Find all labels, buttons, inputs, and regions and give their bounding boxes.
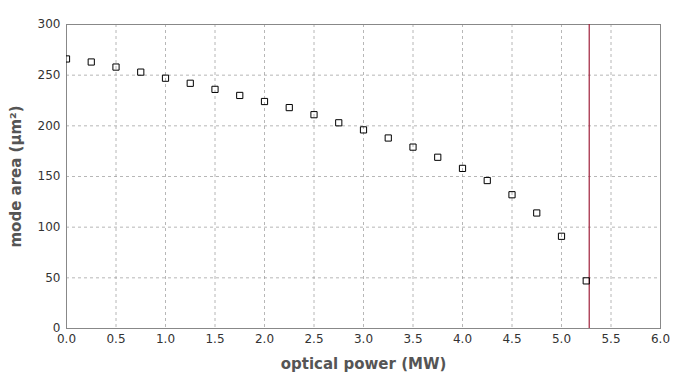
svg-text:300: 300 xyxy=(38,17,61,31)
svg-text:5.5: 5.5 xyxy=(601,332,620,346)
svg-text:1.0: 1.0 xyxy=(156,332,175,346)
svg-text:4.0: 4.0 xyxy=(453,332,472,346)
svg-text:250: 250 xyxy=(38,68,61,82)
svg-text:optical power (MW): optical power (MW) xyxy=(281,355,447,373)
svg-text:50: 50 xyxy=(45,271,60,285)
svg-text:3.5: 3.5 xyxy=(403,332,422,346)
svg-text:0.5: 0.5 xyxy=(106,332,125,346)
svg-text:0.0: 0.0 xyxy=(57,332,76,346)
svg-text:1.5: 1.5 xyxy=(205,332,224,346)
svg-text:0: 0 xyxy=(52,321,61,336)
svg-text:150: 150 xyxy=(38,169,61,183)
svg-text:2.5: 2.5 xyxy=(304,332,323,346)
svg-text:3.0: 3.0 xyxy=(354,332,373,346)
svg-text:4.5: 4.5 xyxy=(502,332,521,346)
svg-text:5.0: 5.0 xyxy=(552,332,571,346)
svg-text:100: 100 xyxy=(38,220,61,234)
svg-text:200: 200 xyxy=(38,119,61,133)
svg-text:mode area (µm²): mode area (µm²) xyxy=(7,105,25,247)
svg-text:6.0: 6.0 xyxy=(651,332,670,346)
svg-text:2.0: 2.0 xyxy=(255,332,274,346)
